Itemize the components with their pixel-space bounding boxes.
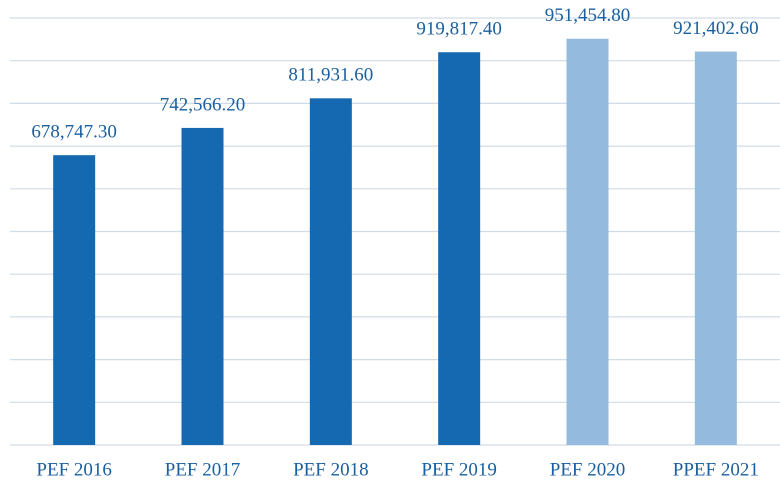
value-label: 921,402.60 xyxy=(673,18,759,39)
bar xyxy=(309,98,352,445)
bar xyxy=(694,51,737,445)
x-tick-label: PEF 2017 xyxy=(165,459,241,480)
x-tick-label: PEF 2018 xyxy=(293,459,369,480)
x-tick-label: PEF 2020 xyxy=(550,459,626,480)
x-tick-label: PPEF 2021 xyxy=(673,459,759,480)
value-label: 951,454.80 xyxy=(545,5,631,26)
bar xyxy=(53,155,96,445)
bar xyxy=(181,127,224,446)
x-tick-label: PEF 2016 xyxy=(36,459,112,480)
value-label: 811,931.60 xyxy=(288,65,373,86)
bar xyxy=(566,38,609,446)
value-label: 919,817.40 xyxy=(416,19,502,40)
bar xyxy=(438,52,481,445)
value-label: 742,566.20 xyxy=(160,94,246,115)
x-tick-label: PEF 2019 xyxy=(421,459,497,480)
value-label: 678,747.30 xyxy=(31,122,117,143)
